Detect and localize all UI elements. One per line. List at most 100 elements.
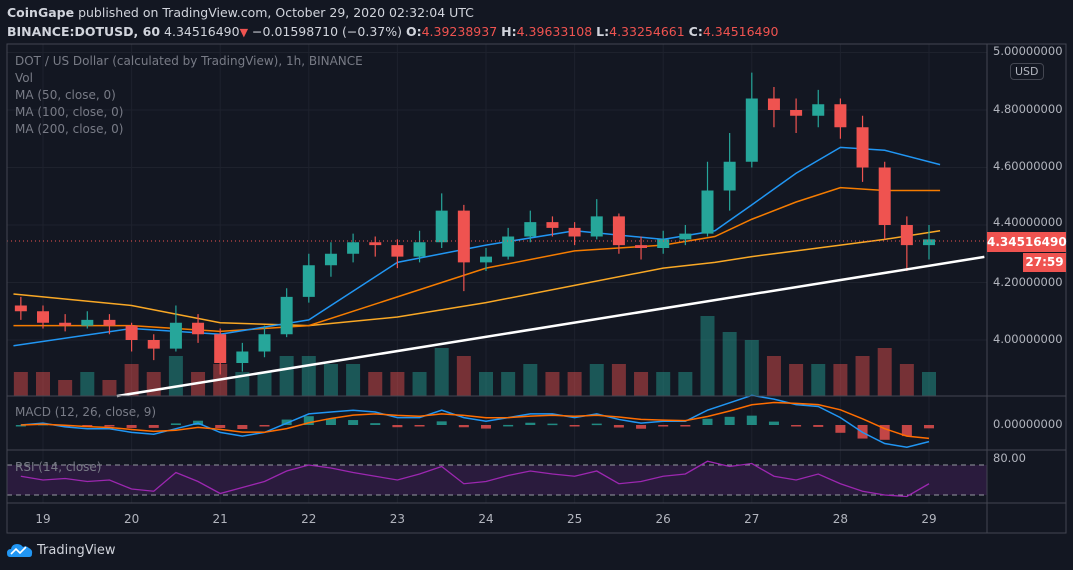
candle-body xyxy=(37,311,49,323)
candle-body xyxy=(236,351,249,363)
volume-bar xyxy=(678,372,693,396)
candle-body xyxy=(369,242,382,246)
candle-body xyxy=(923,239,935,246)
legend-ma200[interactable]: MA (200, close, 0) xyxy=(15,122,124,136)
macd-histogram-bar xyxy=(392,425,403,428)
candle-body xyxy=(679,233,692,240)
rsi-legend[interactable]: RSI (14, close) xyxy=(15,460,102,474)
published-text: published on TradingView.com, October 29… xyxy=(78,5,474,20)
macd-histogram-bar xyxy=(104,425,115,427)
volume-bar xyxy=(634,372,649,396)
volume-bar xyxy=(279,356,294,396)
macd-histogram-bar xyxy=(879,425,890,440)
candle-body xyxy=(347,242,360,254)
volume-bar xyxy=(877,348,892,396)
candle-body xyxy=(81,319,94,326)
legend-ma50[interactable]: MA (50, close, 0) xyxy=(15,88,116,102)
macd-legend[interactable]: MACD (12, 26, close, 9) xyxy=(15,405,157,419)
volume-bar xyxy=(722,332,737,396)
candle-body xyxy=(59,322,72,326)
volume-bar xyxy=(744,340,759,396)
candle-body xyxy=(701,190,714,234)
candle-body xyxy=(878,167,891,225)
volume-bar xyxy=(922,372,936,396)
tradingview-logo[interactable]: TradingView xyxy=(7,542,116,558)
candle-body xyxy=(214,334,227,363)
legend-ma100[interactable]: MA (100, close, 0) xyxy=(15,105,124,119)
volume-bar xyxy=(80,372,95,396)
chart-frame xyxy=(6,43,1067,534)
tradingview-wordmark: TradingView xyxy=(37,542,116,558)
volume-bar xyxy=(789,364,804,396)
time-tick: 19 xyxy=(35,512,51,526)
symbol: BINANCE:DOTUSD, 60 xyxy=(7,24,161,39)
macd-histogram-bar xyxy=(148,425,159,428)
macd-histogram-bar xyxy=(724,416,735,425)
chart-legend: DOT / US Dollar (calculated by TradingVi… xyxy=(15,53,363,138)
macd-histogram-bar xyxy=(791,425,802,427)
low-label: L: xyxy=(596,24,610,39)
candle-body xyxy=(169,322,182,349)
volume-bar xyxy=(567,372,582,396)
candle-body xyxy=(502,236,515,257)
price-tick: 4.40000000 xyxy=(993,215,1063,229)
candle-body xyxy=(612,216,625,246)
volume-bar xyxy=(479,372,493,396)
volume-bar xyxy=(434,348,449,396)
volume-bar xyxy=(58,380,73,396)
volume-bar xyxy=(855,356,870,396)
time-tick: 25 xyxy=(566,512,583,526)
close-label: C: xyxy=(688,24,703,39)
currency-button[interactable]: USD xyxy=(1010,63,1044,80)
candle-body xyxy=(14,305,27,312)
volume-bar xyxy=(168,356,183,396)
price-tick: 5.00000000 xyxy=(993,44,1063,58)
candle-body xyxy=(147,340,160,349)
volume-bar xyxy=(611,364,626,396)
macd-histogram-bar xyxy=(259,425,270,427)
volume-bar xyxy=(589,364,604,396)
down-triangle-icon: ▼ xyxy=(239,26,249,39)
signal-line xyxy=(20,401,930,440)
rsi-line xyxy=(20,460,930,498)
volume-bar xyxy=(13,372,28,396)
volume-bar xyxy=(523,364,538,396)
close-value: 4.34516490 xyxy=(702,24,779,39)
macd-line xyxy=(20,394,930,448)
volume-bar xyxy=(656,372,671,396)
macd-histogram-bar xyxy=(525,422,536,425)
macd-histogram-bar xyxy=(924,425,934,429)
low-value: 4.33254661 xyxy=(609,24,685,39)
macd-histogram-bar xyxy=(636,425,647,429)
macd-histogram-bar xyxy=(835,425,846,433)
macd-histogram-bar xyxy=(702,418,713,425)
macd-histogram-bar xyxy=(170,423,181,425)
macd-histogram-bar xyxy=(215,425,226,428)
volume-bar xyxy=(36,372,50,396)
candle-body xyxy=(657,239,670,248)
macd-histogram-bar xyxy=(901,425,912,437)
candle-body xyxy=(767,98,780,110)
publish-info: CoinGape published on TradingView.com, O… xyxy=(7,5,474,20)
candle-body xyxy=(103,319,116,326)
volume-bar xyxy=(456,356,471,396)
macd-histogram-bar xyxy=(436,421,447,425)
candle-body xyxy=(590,216,603,237)
volume-bar xyxy=(700,316,715,396)
volume-bar xyxy=(390,372,405,396)
candle-body xyxy=(546,222,559,228)
legend-vol[interactable]: Vol xyxy=(15,71,33,85)
time-tick: 27 xyxy=(744,512,760,526)
volume-bar xyxy=(833,364,848,396)
candle-body xyxy=(790,110,803,116)
macd-histogram-bar xyxy=(680,425,691,427)
candle-body xyxy=(125,325,138,340)
macd-histogram-bar xyxy=(126,425,137,428)
candle-body xyxy=(635,245,648,248)
publisher-name[interactable]: CoinGape xyxy=(7,5,75,20)
rsi-tick: 80.00 xyxy=(993,451,1026,465)
legend-title: DOT / US Dollar (calculated by TradingVi… xyxy=(15,54,363,68)
time-tick: 21 xyxy=(212,512,228,526)
last-price: 4.34516490 xyxy=(164,24,240,39)
